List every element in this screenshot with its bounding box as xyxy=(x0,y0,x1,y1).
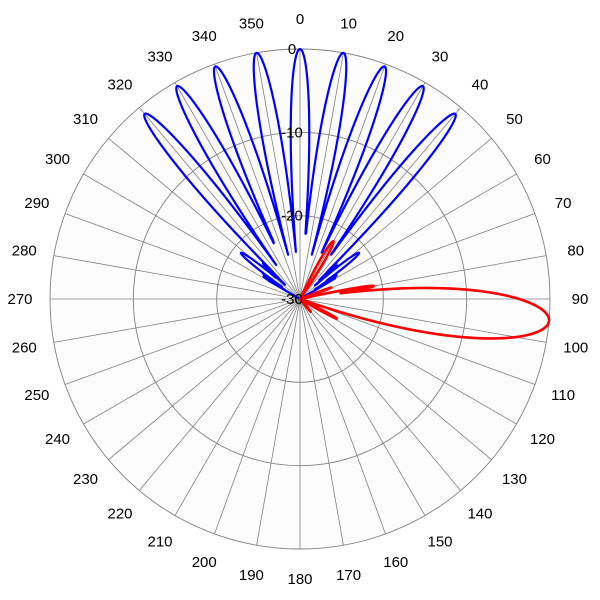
angle-label-90: 90 xyxy=(572,291,589,308)
radial-label-2: -10 xyxy=(281,124,303,141)
spoke-20 xyxy=(299,63,386,300)
angle-label-110: 110 xyxy=(551,387,575,404)
angle-label-10: 10 xyxy=(340,15,357,32)
angle-label-280: 280 xyxy=(12,242,37,259)
angle-label-70: 70 xyxy=(555,195,572,212)
spoke-40 xyxy=(299,107,462,300)
angle-label-0: 0 xyxy=(296,11,304,28)
radial-label-layer: -30 -20 -10 0 xyxy=(281,41,303,308)
radial-label-3: 0 xyxy=(288,41,296,58)
radial-label-0: -30 xyxy=(281,291,303,308)
angle-label-330: 330 xyxy=(147,49,172,66)
spoke-330 xyxy=(174,82,301,300)
angle-label-100: 100 xyxy=(563,340,588,357)
spoke-100 xyxy=(299,298,547,343)
angle-label-290: 290 xyxy=(24,195,49,212)
angle-label-320: 320 xyxy=(108,77,133,94)
angle-label-40: 40 xyxy=(472,77,489,94)
spoke-150 xyxy=(299,298,426,516)
angle-label-220: 220 xyxy=(108,505,133,522)
angle-label-270: 270 xyxy=(7,291,32,308)
spoke-260 xyxy=(53,298,301,343)
spoke-240 xyxy=(83,298,301,425)
spoke-280 xyxy=(53,255,301,300)
angle-label-140: 140 xyxy=(467,505,492,522)
angle-label-170: 170 xyxy=(336,567,361,584)
angle-label-30: 30 xyxy=(432,49,449,66)
angle-label-layer: 0 10 20 30 40 50 60 70 80 90 100 110 120 130 140 150 160… xyxy=(7,11,588,588)
angle-label-120: 120 xyxy=(530,431,555,448)
spoke-110 xyxy=(299,298,536,385)
angle-label-250: 250 xyxy=(24,387,49,404)
spoke-250 xyxy=(64,298,301,385)
spoke-230 xyxy=(108,298,301,461)
series-layer xyxy=(143,47,551,340)
spoke-70 xyxy=(299,213,536,300)
radial-label-1: -20 xyxy=(281,208,303,225)
angle-label-80: 80 xyxy=(567,242,584,259)
angle-label-260: 260 xyxy=(12,340,37,357)
spoke-160 xyxy=(299,298,386,535)
angle-label-150: 150 xyxy=(427,533,452,550)
angle-label-160: 160 xyxy=(383,554,408,571)
angle-label-210: 210 xyxy=(147,533,172,550)
spoke-320 xyxy=(138,107,301,300)
angle-label-310: 310 xyxy=(73,111,98,128)
angle-label-50: 50 xyxy=(506,111,523,128)
angle-label-200: 200 xyxy=(192,554,217,571)
angle-label-20: 20 xyxy=(387,28,404,45)
spoke-140 xyxy=(299,298,462,491)
spoke-10 xyxy=(299,52,344,300)
spoke-340 xyxy=(214,63,301,300)
angle-label-340: 340 xyxy=(192,28,217,45)
spoke-170 xyxy=(299,298,344,546)
spoke-290 xyxy=(64,213,301,300)
angle-label-130: 130 xyxy=(502,471,527,488)
angle-label-190: 190 xyxy=(239,567,264,584)
angle-label-350: 350 xyxy=(239,15,264,32)
spoke-350 xyxy=(256,52,301,300)
ring--20 xyxy=(216,215,384,383)
spoke-210 xyxy=(174,298,301,516)
spoke-200 xyxy=(214,298,301,535)
angle-label-240: 240 xyxy=(45,431,70,448)
angle-label-180: 180 xyxy=(287,571,312,588)
spoke-30 xyxy=(299,82,426,300)
angle-label-230: 230 xyxy=(73,471,98,488)
spoke-220 xyxy=(138,298,301,491)
ring--10 xyxy=(132,131,468,467)
spoke-130 xyxy=(299,298,492,461)
angle-label-60: 60 xyxy=(534,151,551,168)
spoke-190 xyxy=(256,298,301,546)
spoke-120 xyxy=(299,298,517,425)
series-blue-line xyxy=(143,47,457,300)
angle-label-300: 300 xyxy=(45,151,70,168)
series-red-line xyxy=(298,239,551,340)
